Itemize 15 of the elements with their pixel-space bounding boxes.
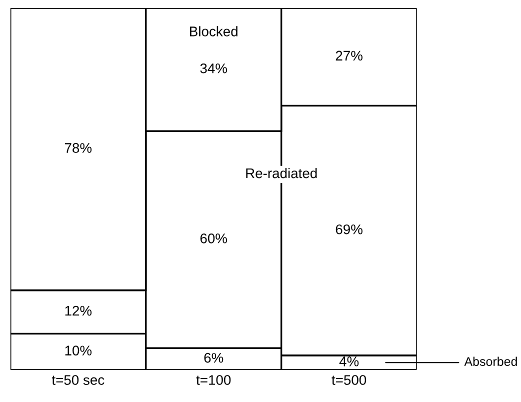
x-tick-label: t=500: [332, 375, 366, 385]
series-label: Re-radiated: [246, 168, 317, 178]
text: Absorbed: [464, 356, 517, 366]
data-label: 69%: [336, 224, 362, 234]
x-tick-label: t=50 sec: [52, 375, 104, 385]
data-label: 34%: [200, 63, 228, 74]
data-label: 6%: [204, 352, 224, 363]
data-label: 78%: [64, 143, 92, 153]
data-label: 27%: [336, 50, 362, 61]
series-label: Blocked: [190, 26, 238, 36]
x-tick-label: t=100: [196, 375, 231, 385]
data-label: 10%: [65, 346, 92, 356]
data-label: 4%: [339, 356, 359, 366]
data-label: 12%: [65, 306, 92, 316]
data-label: 60%: [200, 233, 228, 244]
